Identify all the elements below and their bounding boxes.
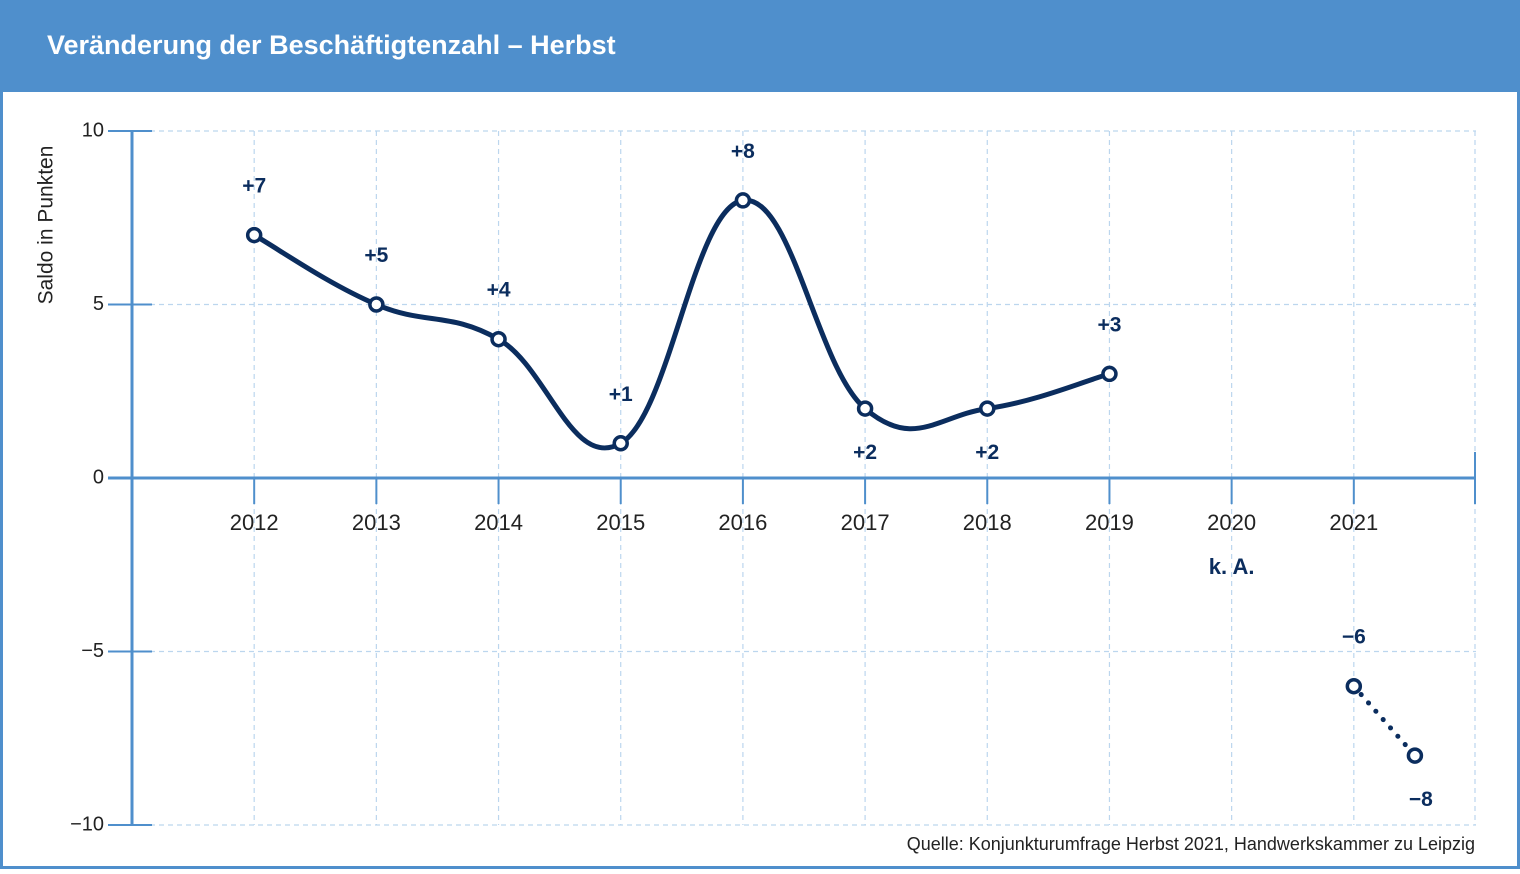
x-tick-label: 2018 [963,510,1012,535]
data-label: +2 [853,441,877,464]
point [245,226,263,244]
point [490,330,507,348]
x-tick-label: 2019 [1085,510,1134,535]
y-tick-label: 10 [82,119,104,141]
data-label: +7 [242,175,266,198]
x-tick-label: 2016 [718,510,767,535]
x-tick-label: 2015 [596,510,645,535]
y-axis-label: Saldo in Punkten [35,146,58,305]
data-label: +5 [364,244,388,267]
x-tick-label: 2017 [841,510,890,535]
source: Quelle: Konjunkturumfrage Herbst 2021, H… [907,834,1475,854]
data-label: +8 [731,140,755,163]
point [856,400,874,417]
data-label: +2 [975,441,999,464]
x-tick-label: 2020 [1207,510,1256,535]
data-label: +1 [609,383,633,406]
x-tick-label: 2013 [352,510,401,535]
x-tick-label: 2012 [230,510,279,535]
line [251,197,1112,451]
y-tick-label: −5 [81,640,104,662]
header [0,0,1520,92]
line [1351,683,1418,759]
point [979,400,996,417]
data-label: +4 [487,279,511,302]
point [734,192,752,209]
data-label: −8 [1409,788,1433,811]
chart-title: Veränderung der Beschäftigtenzahl – Herb… [47,30,616,60]
data-label: +3 [1097,313,1121,336]
point [1406,747,1424,764]
y-tick-label: 5 [93,293,104,315]
point [1345,677,1363,695]
point [612,435,629,452]
annotation: k. A. [1209,554,1255,579]
y-tick-label: −10 [70,813,104,835]
y-tick-label: 0 [93,466,104,488]
x-tick-label: 2014 [474,510,523,535]
point [1101,365,1118,383]
data-label: −6 [1342,626,1366,649]
point [368,296,385,313]
x-tick-label: 2021 [1329,510,1378,535]
